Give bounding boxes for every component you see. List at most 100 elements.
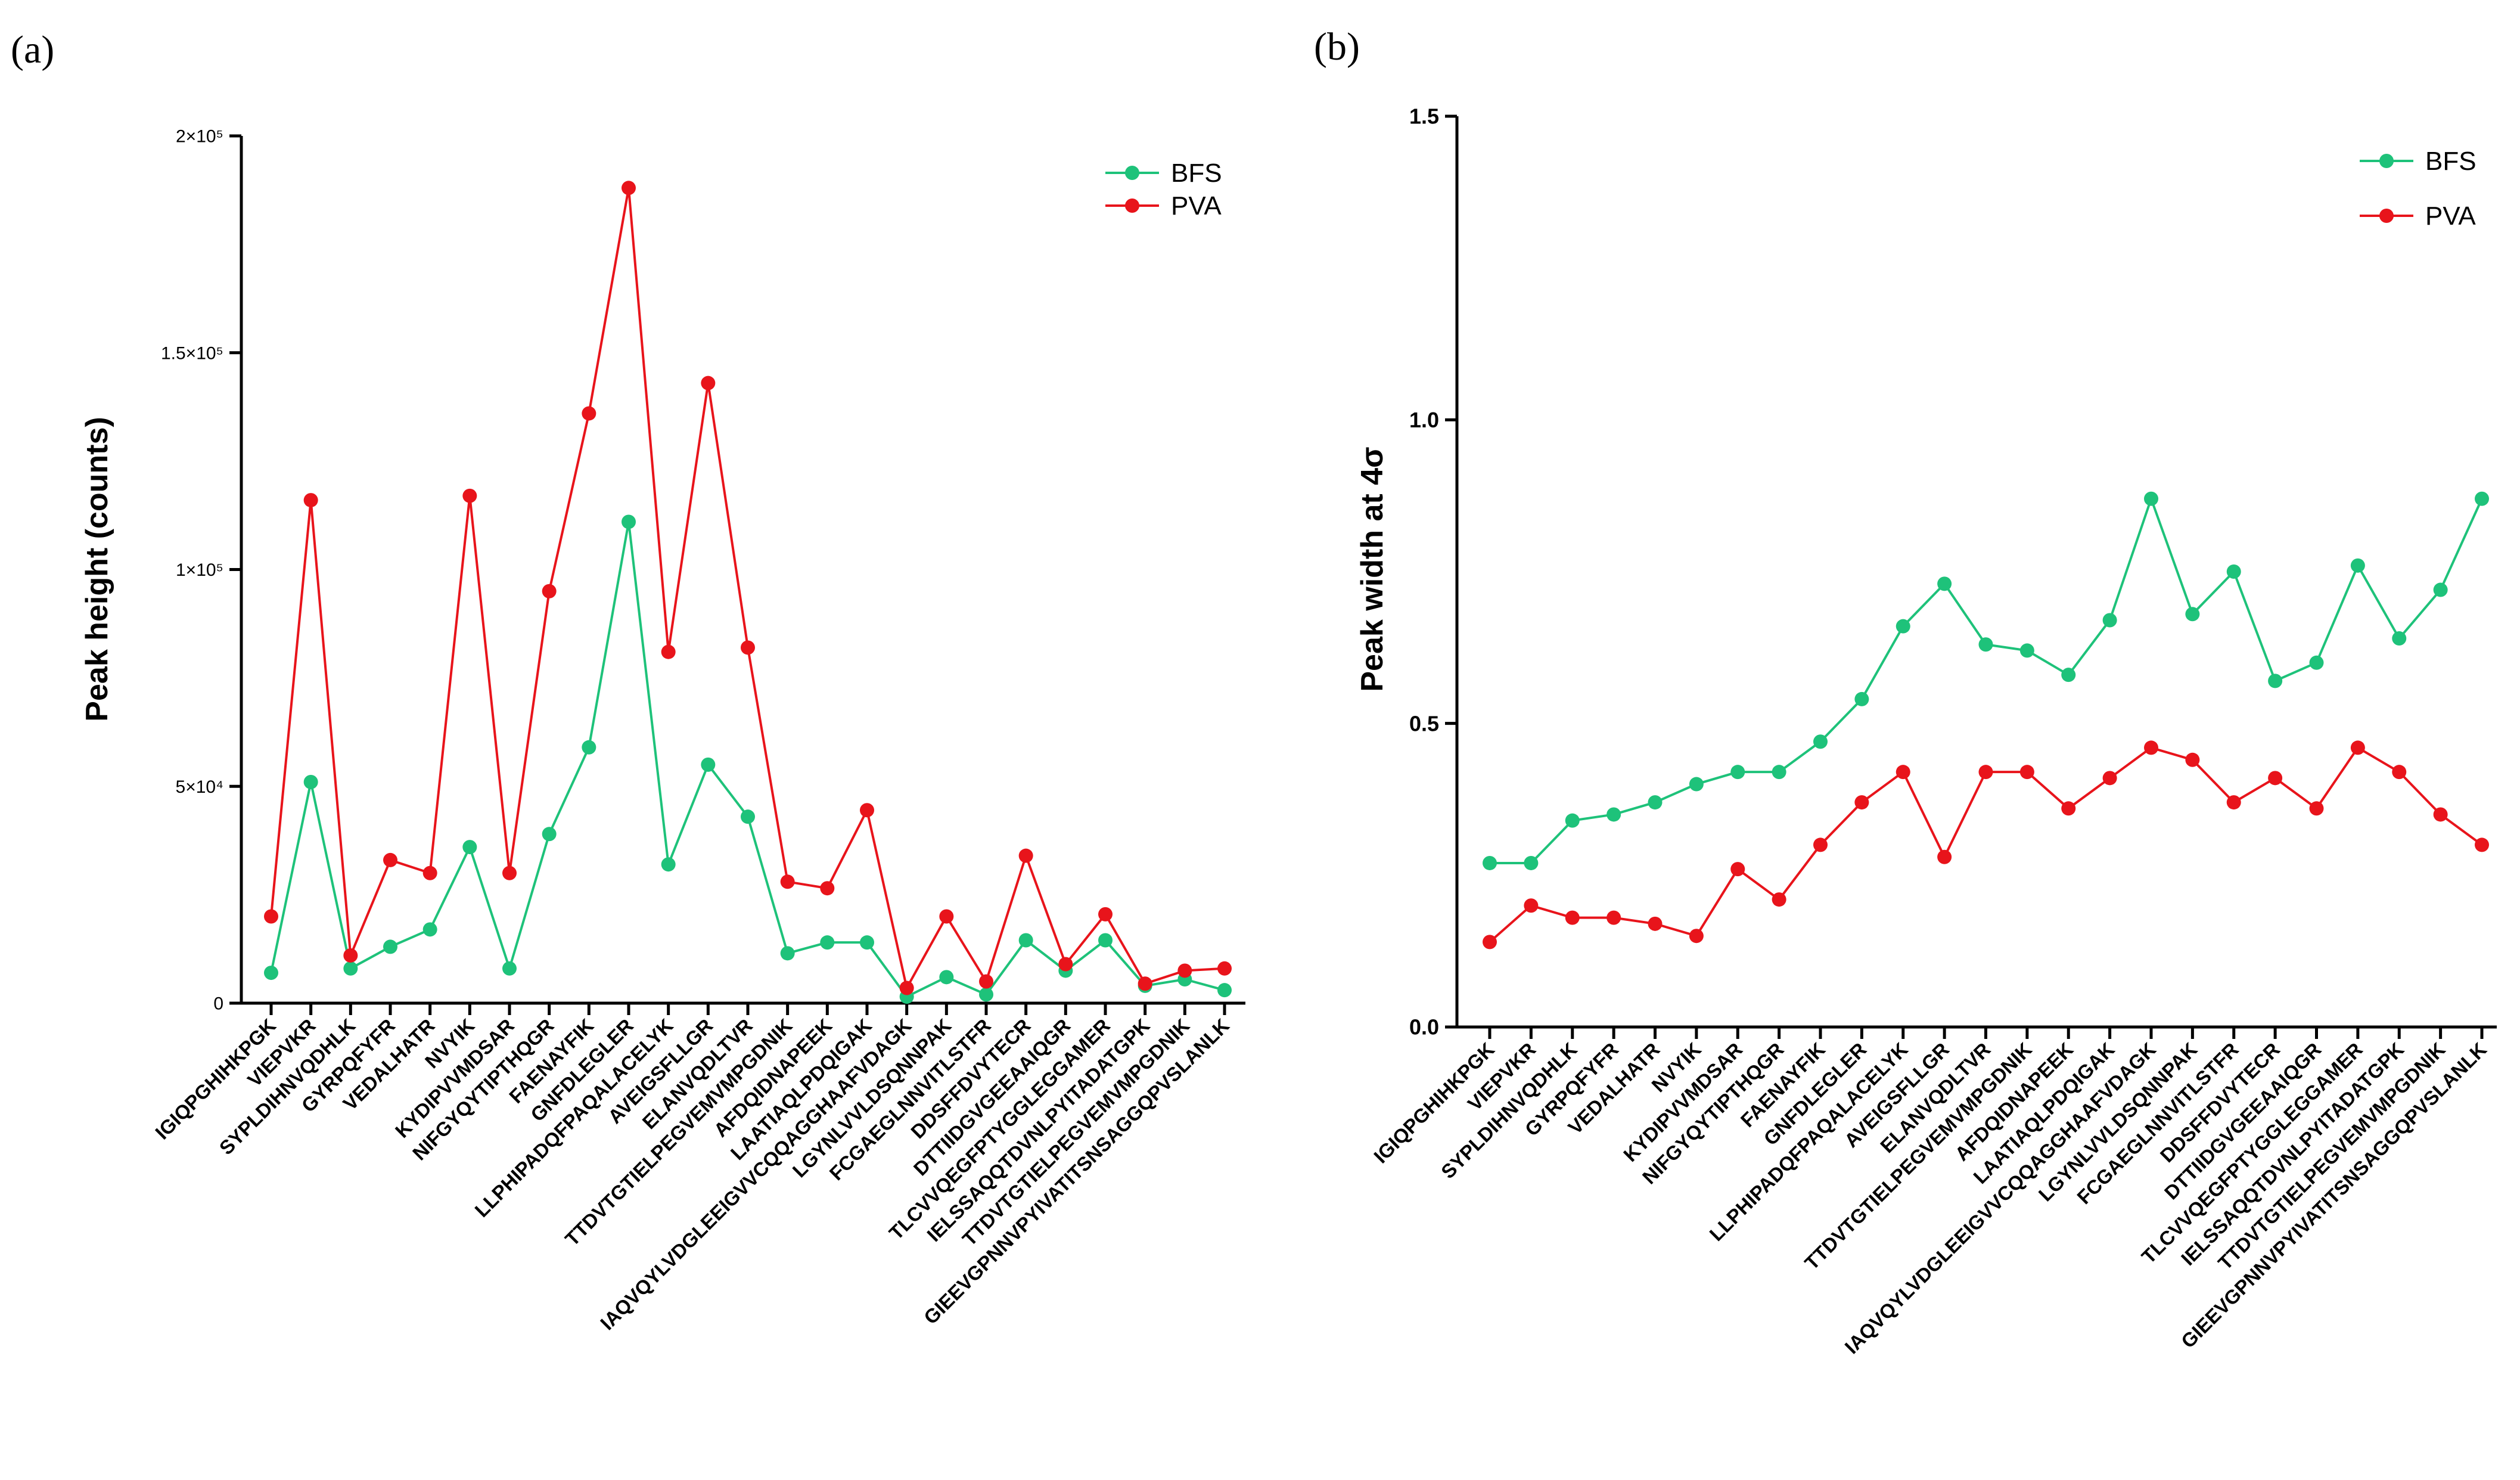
series-line-bfs bbox=[270, 522, 1225, 998]
y-tick-label: 2×10⁵ bbox=[176, 127, 223, 147]
data-point-pva bbox=[661, 644, 676, 659]
data-point-bfs bbox=[462, 840, 477, 855]
legend-label-pva: PVA bbox=[2425, 201, 2476, 231]
data-point-bfs bbox=[422, 922, 437, 937]
data-point-bfs bbox=[2226, 564, 2241, 579]
data-point-bfs bbox=[1524, 855, 1539, 870]
data-point-bfs bbox=[2268, 674, 2283, 688]
data-point-bfs bbox=[303, 774, 318, 789]
data-point-bfs bbox=[2019, 643, 2034, 658]
data-point-bfs bbox=[1854, 691, 1869, 706]
data-point-bfs bbox=[2475, 491, 2489, 506]
series-line-bfs bbox=[1490, 495, 2483, 864]
data-point-pva bbox=[462, 488, 477, 503]
data-point-bfs bbox=[1565, 813, 1580, 828]
data-point-pva bbox=[701, 376, 716, 390]
panel-label: (a) bbox=[11, 28, 54, 72]
data-point-pva bbox=[2268, 771, 2283, 786]
data-point-bfs bbox=[979, 987, 993, 1002]
data-point-pva bbox=[542, 584, 557, 598]
data-point-bfs bbox=[1896, 619, 1910, 634]
data-point-pva bbox=[2226, 795, 2241, 810]
data-point-pva bbox=[303, 493, 318, 508]
data-point-bfs bbox=[939, 970, 954, 985]
data-point-pva bbox=[2019, 765, 2034, 780]
data-point-bfs bbox=[582, 740, 596, 755]
data-point-pva bbox=[899, 981, 914, 995]
data-point-pva bbox=[1524, 898, 1539, 913]
data-point-bfs bbox=[2144, 491, 2158, 506]
data-point-pva bbox=[1607, 910, 1621, 925]
data-point-bfs bbox=[542, 827, 557, 842]
data-point-pva bbox=[1138, 976, 1152, 991]
data-point-pva bbox=[422, 865, 437, 880]
data-point-pva bbox=[1813, 837, 1828, 852]
data-point-bfs bbox=[1689, 777, 1704, 792]
y-axis-label: Peak width at 4σ bbox=[1355, 446, 1390, 691]
data-point-pva bbox=[860, 803, 874, 818]
data-point-pva bbox=[502, 865, 517, 880]
data-point-pva bbox=[1978, 765, 1993, 780]
data-point-bfs bbox=[1978, 637, 1993, 652]
chart-a-group: (a) 0 5×10⁴ 1×10⁵ 1.5×10⁵ 2×10⁵ Peak height (c… bbox=[11, 28, 1245, 1334]
data-point-bfs bbox=[1217, 983, 1232, 998]
data-point-pva bbox=[2144, 740, 2158, 755]
data-point-bfs bbox=[701, 757, 716, 772]
data-point-pva bbox=[1730, 862, 1745, 877]
data-point-pva bbox=[264, 909, 278, 924]
legend-marker-pva bbox=[2379, 209, 2394, 223]
data-point-pva bbox=[1177, 963, 1192, 978]
data-point-pva bbox=[622, 181, 636, 196]
data-point-pva bbox=[2475, 837, 2489, 852]
data-point-bfs bbox=[2433, 582, 2448, 597]
data-point-pva bbox=[2392, 765, 2407, 780]
data-point-pva bbox=[2102, 771, 2117, 786]
y-tick-label: 0.5 bbox=[1409, 711, 1439, 736]
y-tick-label: 0.0 bbox=[1409, 1015, 1439, 1040]
data-point-bfs bbox=[1730, 765, 1745, 780]
data-point-bfs bbox=[1648, 795, 1663, 810]
data-point-pva bbox=[582, 406, 596, 421]
data-point-bfs bbox=[1813, 734, 1828, 749]
data-point-bfs bbox=[1937, 576, 1952, 591]
data-point-pva bbox=[1854, 795, 1869, 810]
data-point-bfs bbox=[622, 514, 636, 529]
data-point-pva bbox=[2350, 740, 2365, 755]
data-point-pva bbox=[741, 640, 755, 655]
data-point-bfs bbox=[383, 939, 397, 954]
data-point-bfs bbox=[2350, 558, 2365, 573]
data-point-pva bbox=[1018, 848, 1033, 863]
y-tick-label: 1×10⁵ bbox=[176, 560, 223, 580]
legend-marker-bfs bbox=[1125, 166, 1139, 180]
legend-marker-pva bbox=[1125, 198, 1139, 213]
data-point-pva bbox=[1772, 892, 1786, 907]
data-point-pva bbox=[1565, 910, 1580, 925]
y-tick-label: 5×10⁴ bbox=[176, 777, 223, 797]
y-axis-label: Peak height (counts) bbox=[80, 417, 114, 721]
data-point-pva bbox=[979, 974, 993, 989]
data-point-bfs bbox=[661, 857, 676, 872]
data-point-pva bbox=[1058, 957, 1073, 972]
data-point-bfs bbox=[1772, 765, 1786, 780]
data-point-bfs bbox=[343, 961, 358, 976]
data-point-bfs bbox=[1098, 933, 1113, 948]
data-point-pva bbox=[1098, 907, 1113, 921]
data-point-bfs bbox=[2185, 607, 2200, 622]
data-point-pva bbox=[1217, 961, 1232, 976]
data-point-bfs bbox=[502, 961, 517, 976]
data-point-bfs bbox=[741, 809, 755, 824]
data-point-pva bbox=[2309, 801, 2324, 816]
data-point-pva bbox=[2433, 807, 2448, 822]
data-point-pva bbox=[820, 881, 835, 896]
legend-label-bfs: BFS bbox=[1171, 159, 1222, 188]
data-point-pva bbox=[1896, 765, 1910, 780]
y-tick-label: 1.0 bbox=[1409, 408, 1439, 432]
data-point-pva bbox=[1483, 935, 1497, 950]
data-point-bfs bbox=[780, 946, 795, 961]
data-point-bfs bbox=[860, 935, 874, 950]
data-point-bfs bbox=[264, 966, 278, 981]
legend-label-pva: PVA bbox=[1171, 191, 1222, 221]
data-point-bfs bbox=[820, 935, 835, 950]
data-point-pva bbox=[1689, 929, 1704, 944]
